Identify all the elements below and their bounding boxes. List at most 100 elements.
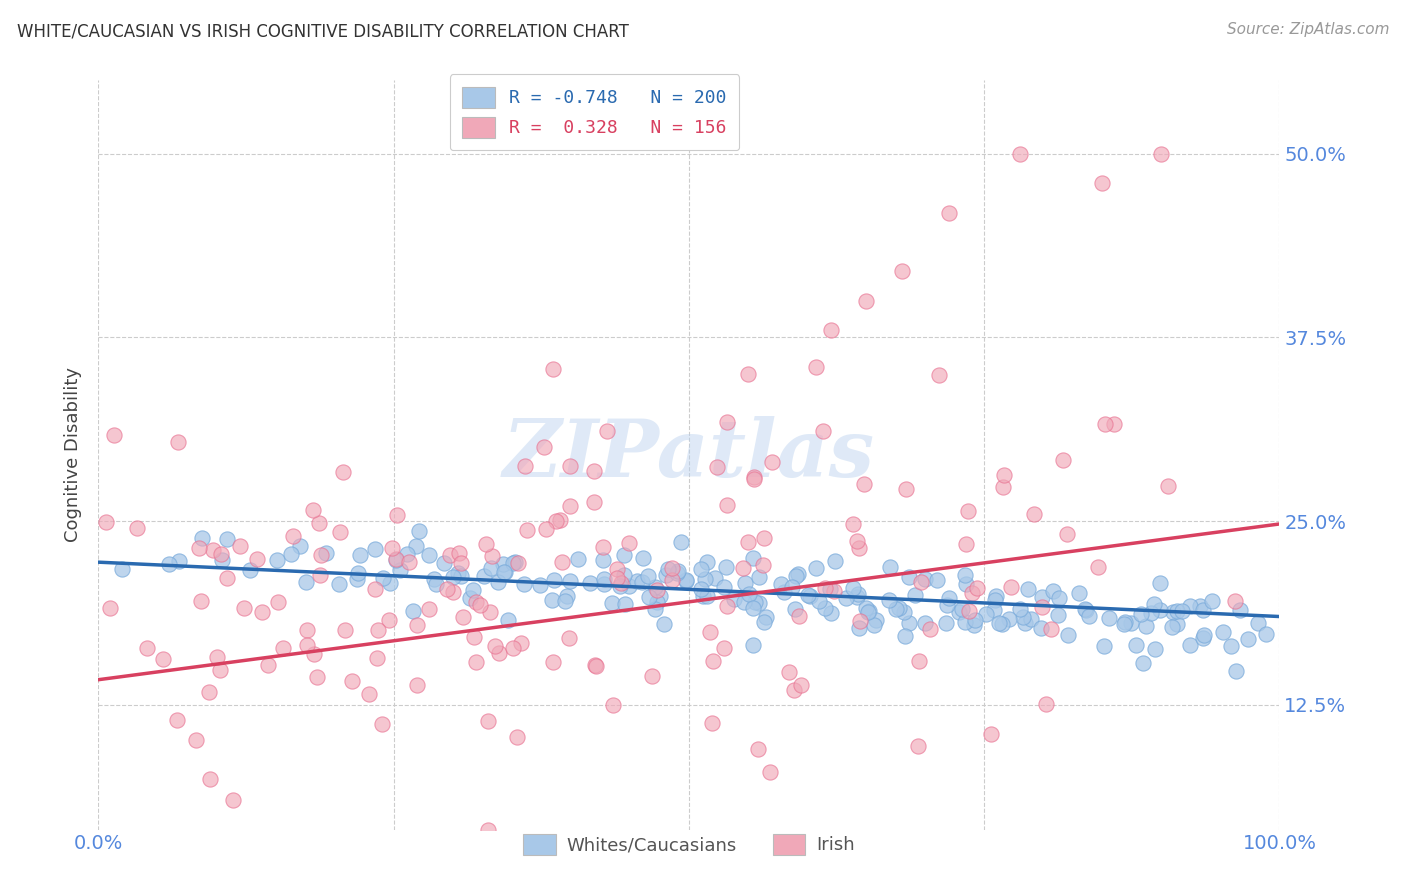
Point <box>98 601 121 615</box>
Point <box>702 654 724 668</box>
Point <box>551 555 574 569</box>
Point <box>543 362 565 376</box>
Point <box>984 589 1007 603</box>
Point <box>948 605 970 619</box>
Point <box>516 524 538 538</box>
Point <box>197 685 219 699</box>
Point <box>302 503 325 517</box>
Point <box>1091 176 1114 190</box>
Legend: Whites/Caucasians, Irish: Whites/Caucasians, Irish <box>516 827 862 862</box>
Point <box>804 359 827 374</box>
Point <box>748 596 770 610</box>
Point <box>778 665 800 680</box>
Point <box>1132 656 1154 670</box>
Point <box>541 655 564 669</box>
Point <box>567 552 589 566</box>
Point <box>644 602 666 616</box>
Point <box>761 454 783 468</box>
Point <box>246 551 269 566</box>
Point <box>1191 602 1213 616</box>
Point <box>266 553 288 567</box>
Point <box>167 434 190 449</box>
Point <box>955 577 977 591</box>
Point <box>378 576 401 591</box>
Point <box>533 440 555 454</box>
Point <box>136 641 159 656</box>
Point <box>617 536 640 550</box>
Point <box>1046 608 1069 623</box>
Point <box>693 573 716 587</box>
Point <box>645 595 668 609</box>
Point <box>1212 625 1234 640</box>
Point <box>984 593 1007 607</box>
Point <box>813 424 835 438</box>
Point <box>666 564 689 578</box>
Point <box>408 524 430 538</box>
Point <box>807 594 830 608</box>
Point <box>502 556 524 570</box>
Point <box>349 549 371 563</box>
Point <box>783 602 806 616</box>
Point <box>858 604 880 618</box>
Point <box>1180 638 1202 652</box>
Point <box>661 574 683 588</box>
Point <box>450 569 472 583</box>
Point <box>371 716 394 731</box>
Point <box>1237 632 1260 647</box>
Point <box>960 585 983 599</box>
Point <box>1039 622 1062 636</box>
Text: Source: ZipAtlas.com: Source: ZipAtlas.com <box>1226 22 1389 37</box>
Point <box>723 591 745 606</box>
Point <box>1042 583 1064 598</box>
Point <box>782 682 804 697</box>
Point <box>1188 599 1211 613</box>
Point <box>1166 604 1188 618</box>
Point <box>583 464 606 478</box>
Point <box>755 609 778 624</box>
Point <box>1171 604 1194 618</box>
Point <box>509 636 531 650</box>
Point <box>742 550 765 565</box>
Point <box>328 577 350 591</box>
Point <box>506 556 529 570</box>
Point <box>893 629 915 643</box>
Point <box>814 581 837 595</box>
Point <box>557 590 579 604</box>
Point <box>578 576 600 591</box>
Point <box>308 516 330 530</box>
Point <box>157 557 180 571</box>
Point <box>1069 586 1091 600</box>
Point <box>1056 527 1078 541</box>
Point <box>1125 639 1147 653</box>
Point <box>690 561 713 575</box>
Point <box>558 499 581 513</box>
Point <box>167 554 190 568</box>
Point <box>652 616 675 631</box>
Point <box>759 765 782 780</box>
Point <box>315 546 337 560</box>
Point <box>280 547 302 561</box>
Point <box>1057 628 1080 642</box>
Point <box>592 572 614 586</box>
Point <box>785 569 807 583</box>
Point <box>1143 597 1166 611</box>
Point <box>741 601 763 615</box>
Point <box>1014 616 1036 631</box>
Point <box>955 568 977 582</box>
Point <box>207 649 229 664</box>
Point <box>742 471 765 485</box>
Point <box>983 603 1005 617</box>
Point <box>1178 599 1201 614</box>
Point <box>1161 605 1184 619</box>
Point <box>1149 576 1171 591</box>
Point <box>637 569 659 583</box>
Point <box>385 552 408 566</box>
Point <box>769 577 792 591</box>
Point <box>423 572 446 586</box>
Point <box>955 615 977 629</box>
Point <box>1166 616 1188 631</box>
Point <box>541 593 564 607</box>
Point <box>879 560 901 574</box>
Point <box>914 572 936 586</box>
Point <box>502 640 524 655</box>
